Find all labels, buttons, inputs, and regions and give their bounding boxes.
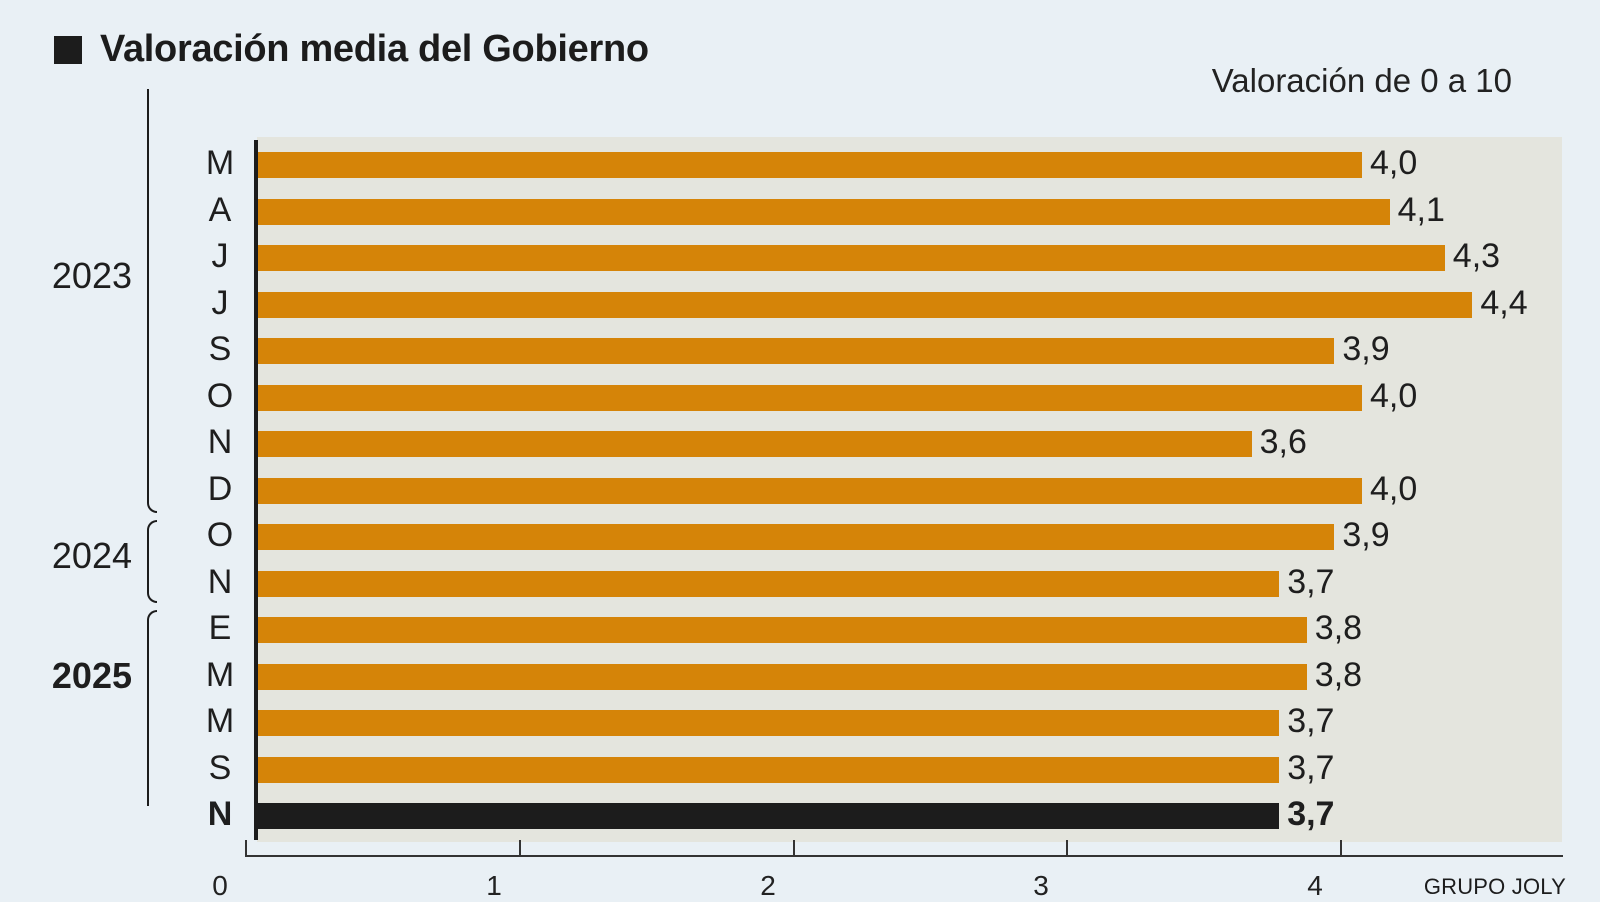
month-label: O (206, 516, 234, 554)
bar-value-label: 3,9 (1342, 330, 1390, 368)
bar-value-label: 3,6 (1259, 423, 1307, 461)
bar-value-label: 3,7 (1287, 702, 1335, 740)
bar-value-label: 4,3 (1452, 237, 1501, 275)
month-label: J (211, 237, 229, 275)
x-tick-label: 0 (212, 870, 228, 901)
x-tick-label: 4 (1307, 870, 1323, 901)
x-tick (245, 840, 247, 856)
bar-5 (258, 338, 1335, 364)
bar-8 (258, 477, 1362, 504)
year-label-2023: 2023 (51, 255, 132, 296)
year-label-2025: 2025 (51, 655, 132, 696)
month-label: A (208, 190, 232, 229)
bar-value-label: 4,0 (1370, 376, 1418, 415)
bar-4 (258, 291, 1473, 318)
x-tick-label: 3 (1033, 870, 1049, 901)
month-label: J (211, 283, 229, 322)
month-label: D (207, 469, 233, 508)
bar-value-label: 4,1 (1397, 190, 1445, 229)
chart-title-group: Valoración media del Gobierno (54, 28, 649, 71)
bar-value-label: 3,7 (1287, 562, 1335, 601)
bar-value-label: 3,7 (1287, 748, 1335, 787)
bar-9 (258, 524, 1335, 550)
bar-12 (258, 663, 1307, 690)
year-label-2024: 2024 (51, 535, 132, 576)
x-tick-label: 1 (486, 870, 502, 901)
bar-3 (258, 245, 1445, 271)
bar-2 (258, 198, 1390, 225)
bar-10 (258, 570, 1280, 597)
month-label: O (206, 376, 234, 415)
month-label: M (205, 144, 235, 182)
bar-value-label: 3,7 (1287, 795, 1335, 833)
year-bracket-2025 (147, 610, 157, 806)
bar-value-label: 3,8 (1314, 655, 1363, 694)
bar-value-label: 3,8 (1314, 609, 1363, 647)
month-label: N (207, 795, 233, 833)
bar-6 (258, 384, 1362, 411)
title-square-icon (54, 35, 82, 64)
bar-value-label: 4,4 (1480, 283, 1528, 322)
x-tick (519, 840, 521, 856)
month-label: E (208, 609, 232, 647)
bar-value-label: 3,9 (1342, 516, 1390, 554)
bar-15 (258, 803, 1280, 829)
bar-value-label: 4,0 (1370, 469, 1418, 508)
month-label: M (205, 702, 235, 740)
x-tick (1066, 840, 1068, 856)
x-tick (1340, 840, 1342, 856)
bar-value-label: 4,0 (1370, 144, 1418, 182)
month-label: M (205, 655, 235, 694)
bar-7 (258, 431, 1252, 457)
year-bracket-2024 (147, 520, 157, 603)
chart-title: Valoración media del Gobierno (100, 28, 649, 70)
month-label: S (208, 330, 232, 368)
bar-14 (258, 756, 1280, 783)
month-label: S (208, 748, 232, 787)
month-label: N (207, 562, 233, 601)
bar-1 (258, 152, 1362, 178)
chart-subtitle: Valoración de 0 a 10 (1211, 62, 1512, 99)
bar-11 (258, 617, 1307, 643)
x-tick (793, 840, 795, 856)
x-axis-line (245, 855, 1563, 857)
y-axis-line (254, 140, 258, 840)
month-label: N (207, 423, 233, 461)
source-credit: GRUPO JOLY (1423, 874, 1566, 899)
year-bracket-2023 (147, 89, 157, 513)
bar-13 (258, 710, 1280, 736)
x-tick-label: 2 (760, 870, 776, 901)
